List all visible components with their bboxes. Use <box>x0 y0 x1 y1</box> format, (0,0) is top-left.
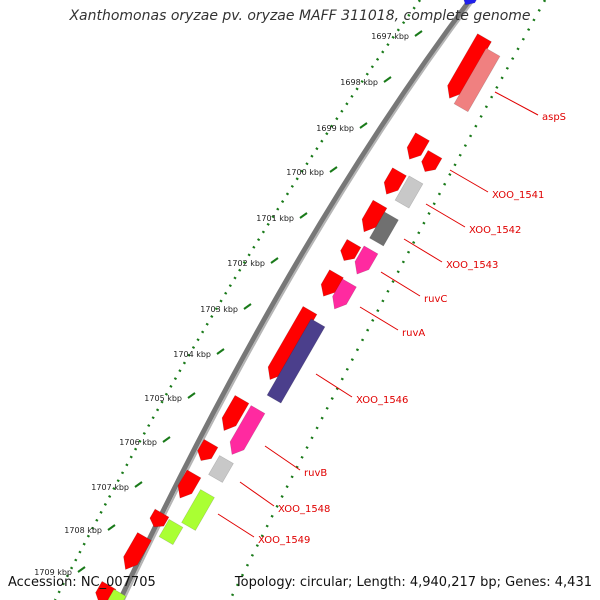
gene-block-ruvc <box>354 245 379 275</box>
gene-block-ruvb <box>229 405 266 455</box>
leader-line <box>239 481 275 507</box>
scale-tick-label: 1708 kbp <box>64 526 102 535</box>
gene-labels: aspS XOO_1541 XOO_1542 XOO_1543 ruvC ruvA XOO_… <box>217 91 566 546</box>
outer-ruler <box>53 0 422 600</box>
scale-tick-mark <box>299 212 308 219</box>
scale-tick-label: 1700 kbp <box>286 168 324 177</box>
leader-line <box>449 169 489 193</box>
gene-block-xoo_1549 <box>158 518 184 546</box>
scale-tick-mark <box>414 30 423 37</box>
leader-line <box>494 91 539 116</box>
gene-label-ruvb: ruvB <box>304 468 327 479</box>
gene-block-xoo_1541 <box>421 149 443 173</box>
leader-line <box>380 271 421 297</box>
leader-line <box>217 513 255 538</box>
gene-block-asps <box>453 47 501 113</box>
gene-label-xoo_1541: XOO_1541 <box>492 190 544 201</box>
scale-tick-mark <box>134 481 143 488</box>
inner-ruler <box>228 0 547 600</box>
scale-tick-mark <box>243 303 252 310</box>
scale-tick-mark <box>270 257 279 264</box>
scale-tick-mark <box>216 348 225 355</box>
gene-label-xoo_1546: XOO_1546 <box>356 395 408 406</box>
feature-track <box>95 0 501 600</box>
gene-block-xoo_1548 <box>208 455 234 483</box>
leader-line <box>403 238 443 263</box>
scale-tick-label: 1697 kbp <box>371 32 409 41</box>
accession-text: Accession: NC_007705 <box>8 575 156 590</box>
scale-tick-label: 1703 kbp <box>200 305 238 314</box>
cds-reverse-block <box>406 132 430 160</box>
scale-tick-mark <box>187 392 196 399</box>
gene-label-xoo_1549: XOO_1549 <box>258 535 310 546</box>
scale-tick-label: 1701 kbp <box>256 214 294 223</box>
gene-label-xoo_1542: XOO_1542 <box>469 225 521 236</box>
scale-tick-mark <box>107 524 116 531</box>
cds-reverse-block <box>149 508 170 528</box>
gene-block-xoo_1549 <box>181 489 215 531</box>
backbone-line <box>117 0 473 600</box>
backbone-highlight <box>123 0 475 600</box>
scale-tick-label: 1699 kbp <box>316 124 354 133</box>
cds-reverse-block <box>197 438 219 462</box>
gene-block-ruva <box>332 278 357 310</box>
cds-reverse-block <box>123 532 152 570</box>
leader-line <box>425 203 466 228</box>
leader-line <box>315 373 353 398</box>
cds-reverse-block <box>340 238 362 262</box>
cds-reverse-block <box>221 395 250 432</box>
gene-label-ruva: ruvA <box>402 328 425 339</box>
gene-label-ruvc: ruvC <box>424 294 447 305</box>
scale-tick-label: 1707 kbp <box>91 483 129 492</box>
scale-tick-label: 1698 kbp <box>340 78 378 87</box>
ruler-dots <box>53 0 547 600</box>
scale-tick-label: 1706 kbp <box>119 438 157 447</box>
leader-line <box>359 306 399 331</box>
gene-label-asps: aspS <box>542 112 566 123</box>
scale-tick-mark <box>329 166 338 173</box>
cds-reverse-block <box>383 167 407 195</box>
gene-block-xoo_1542 <box>394 175 424 209</box>
topology-text: Topology: circular; Length: 4,940,217 bp… <box>234 575 592 590</box>
scale-tick-label: 1704 kbp <box>173 350 211 359</box>
gene-block-xoo_1546 <box>266 318 326 404</box>
scale-tick-mark <box>162 436 171 443</box>
scale-tick-label: 1702 kbp <box>227 259 265 268</box>
map-title: Xanthomonas oryzae pv. oryzae MAFF 31101… <box>69 8 531 24</box>
genome-backbone <box>117 0 475 600</box>
scale-tick-mark <box>77 566 86 573</box>
leader-line <box>264 445 301 471</box>
scale-ticks: 1697 kbp 1698 kbp 1699 kbp 1700 kbp 1701 kbp… <box>34 30 423 577</box>
gene-block-xoo_1543 <box>369 211 399 247</box>
cds-reverse-block <box>177 469 202 499</box>
gene-label-xoo_1543: XOO_1543 <box>446 260 498 271</box>
scale-tick-label: 1709 kbp <box>34 568 72 577</box>
scale-tick-mark <box>383 76 392 83</box>
scale-tick-mark <box>359 122 368 129</box>
scale-tick-label: 1705 kbp <box>144 394 182 403</box>
cds-block-top <box>463 0 477 6</box>
gene-label-xoo_1548: XOO_1548 <box>278 504 330 515</box>
